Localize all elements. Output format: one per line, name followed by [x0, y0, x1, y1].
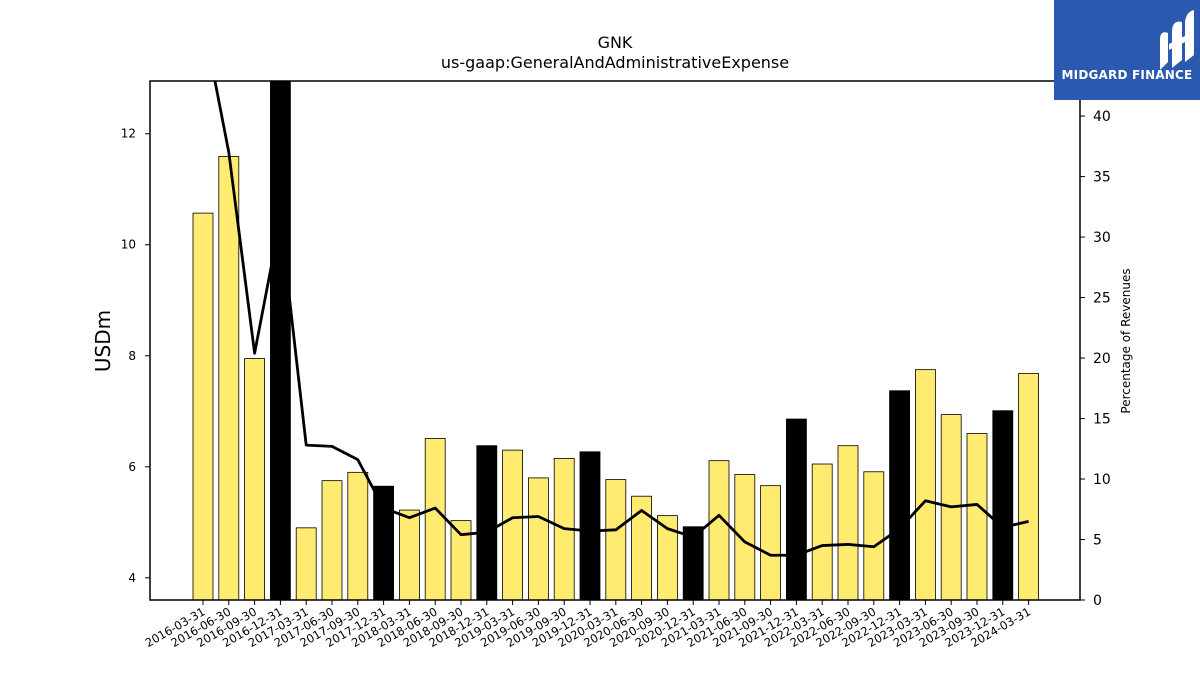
bar-2018-06-30: [424, 438, 446, 600]
bar-2022-09-30: [863, 471, 885, 600]
bar-2020-12-31: [682, 526, 704, 600]
bar-2023-12-31: [992, 410, 1014, 600]
bar-2019-03-31: [502, 449, 524, 600]
percentage-line: [213, 81, 1029, 557]
bar-2020-03-31: [605, 479, 627, 600]
bar-2016-03-31: [192, 212, 214, 600]
y2-tick-label: 20: [1093, 351, 1111, 367]
y-tick-label: 6: [128, 460, 136, 474]
bar-2018-12-31: [476, 445, 498, 600]
bar-2018-09-30: [450, 520, 472, 600]
y2-tick-label: 5: [1093, 533, 1102, 549]
bar-2019-12-31: [579, 451, 601, 600]
chart-subtitle: us-gaap:GeneralAndAdministrativeExpense: [441, 53, 789, 72]
bar-2023-09-30: [966, 433, 988, 600]
bar-2021-12-31: [786, 418, 807, 600]
bar-2020-09-30: [657, 515, 678, 600]
bar-2023-03-31: [915, 369, 936, 600]
y2-tick-label: 30: [1093, 230, 1111, 246]
bar-2022-12-31: [889, 390, 910, 600]
y2-tick-label: 40: [1093, 109, 1111, 125]
bar-2024-03-31: [1018, 373, 1039, 600]
bar-2021-03-31: [708, 460, 730, 600]
y2-tick-label: 25: [1093, 291, 1111, 307]
y2-tick-label: 15: [1093, 412, 1111, 428]
bar-2017-03-31: [295, 527, 317, 600]
bar-2022-03-31: [811, 463, 833, 600]
logo-text: MIDGARD FINANCE: [1061, 68, 1193, 82]
bar-2016-12-31: [269, 81, 291, 600]
bar-2017-12-31: [373, 485, 395, 600]
y-tick-label: 12: [121, 127, 136, 141]
bar-2021-06-30: [734, 474, 756, 600]
y2-tick-label: 10: [1093, 472, 1111, 488]
bar-2017-06-30: [321, 480, 343, 600]
bar-2017-09-30: [347, 471, 369, 600]
y2-tick-label: 35: [1093, 170, 1111, 186]
bar-2022-06-30: [837, 445, 859, 600]
line-layer: [213, 81, 1029, 557]
y-tick-label: 10: [121, 238, 136, 252]
logo: MIDGARD FINANCE: [1054, 0, 1200, 100]
y2-tick-label: 0: [1093, 593, 1102, 609]
bar-2021-09-30: [760, 485, 781, 600]
y-axis-label: USDm: [91, 310, 115, 372]
logo-mark-icon: [1160, 10, 1194, 70]
bar-2016-06-30: [218, 156, 240, 600]
chart-title: GNK: [598, 33, 633, 52]
y2-axis-label: Percentage of Revenues: [1119, 268, 1133, 413]
plot-frame: [149, 80, 1081, 601]
bars-group: [192, 81, 1039, 600]
y-tick-label: 4: [128, 571, 136, 585]
bar-2019-06-30: [528, 477, 549, 600]
bar-2016-09-30: [244, 358, 266, 600]
bar-2020-06-30: [631, 495, 652, 600]
bar-2018-03-31: [398, 509, 420, 600]
y-tick-label: 8: [128, 349, 136, 363]
